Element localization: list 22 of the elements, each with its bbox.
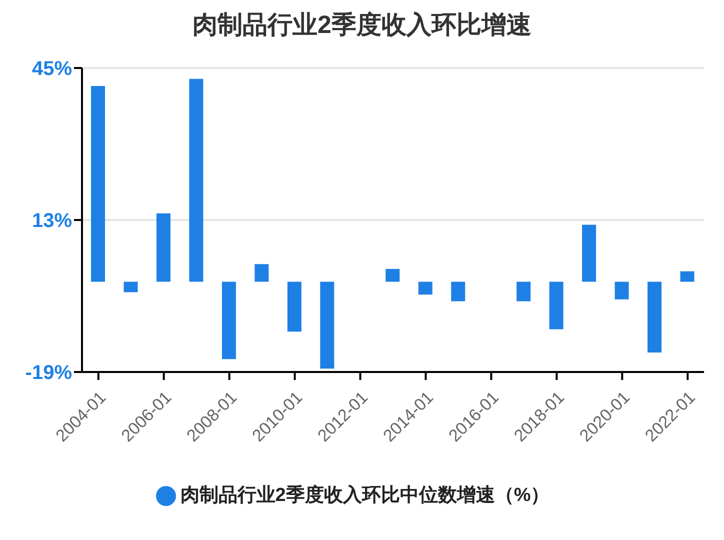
bar [418,282,432,295]
bar [287,282,302,332]
bar [156,213,170,282]
bar [516,282,531,302]
bar [549,282,564,330]
bar [386,268,400,282]
bar [254,264,269,282]
bar [648,282,662,353]
bar [222,282,236,360]
bar [680,271,694,282]
bar [91,86,105,282]
legend-label: 肉制品行业2季度收入环比中位数增速（%） [180,485,550,506]
y-tick-label: 13% [32,210,72,232]
bar [320,282,334,369]
bar [614,282,629,300]
y-tick-label: 45% [32,58,72,80]
bar [124,282,138,292]
chart-title: 肉制品行业2季度收入环比增速 [192,10,532,41]
bar [451,282,466,302]
y-tick-label: -19% [25,362,72,384]
bar [189,78,204,282]
bar [582,224,596,282]
